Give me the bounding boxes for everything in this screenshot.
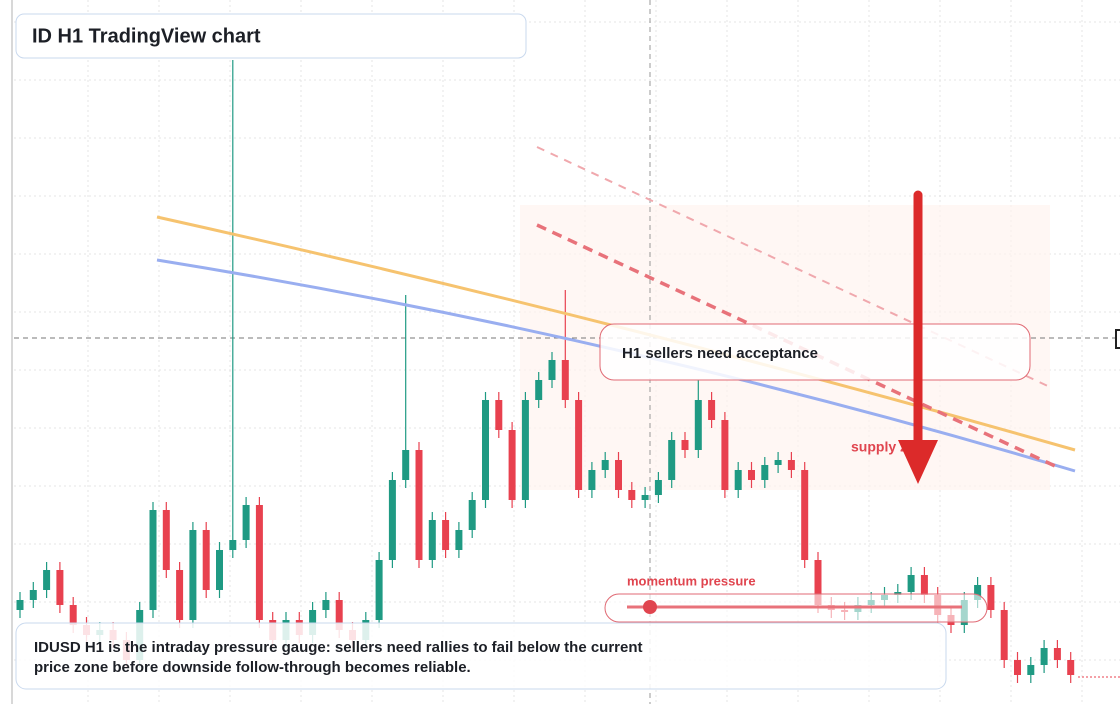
candle-body (388, 480, 396, 560)
candle-body (787, 460, 795, 470)
caption: IDUSD H1 is the intraday pressure gauge:… (34, 639, 643, 656)
candle-body (575, 400, 583, 490)
candle-body (149, 510, 157, 610)
candle-body (428, 520, 436, 560)
candle-body (335, 600, 343, 630)
candle-body (654, 480, 662, 495)
candle-body (774, 460, 782, 465)
chart-title: ID H1 TradingView chart (32, 25, 261, 47)
candle-body (1040, 648, 1048, 665)
candle-body (415, 450, 423, 560)
arrow-head (898, 440, 938, 484)
candle-body (43, 570, 51, 590)
candle-body (761, 465, 769, 480)
candle-body (229, 540, 237, 550)
candle-body (801, 470, 809, 560)
candle-body (641, 495, 649, 500)
candle-body (455, 530, 463, 550)
candle-body (588, 470, 596, 490)
candle-body (721, 420, 729, 490)
candle-body (1000, 610, 1008, 660)
caption-box (15, 622, 947, 690)
candle-body (176, 570, 184, 620)
candle-body (69, 605, 77, 625)
annotation: momentum pressure (627, 573, 756, 588)
candle-body (987, 585, 995, 610)
candle-body (708, 400, 716, 420)
candle-body (322, 600, 330, 610)
candle-body (694, 400, 702, 450)
candle-body (402, 450, 410, 480)
candle-body (681, 440, 689, 450)
caption: price zone before downside follow-throug… (34, 659, 471, 676)
candle-body (1027, 665, 1035, 675)
candle-body (814, 560, 822, 605)
candle-body (748, 470, 755, 480)
candle-body (162, 510, 170, 570)
candle-body (734, 470, 742, 490)
momentum-dot (643, 600, 657, 614)
candle-body (216, 550, 223, 590)
candle-body (615, 460, 622, 490)
candle-body (189, 530, 197, 620)
candle-body (482, 400, 489, 500)
dashed-channel-upper (536, 146, 1053, 389)
title-box (15, 13, 527, 59)
candle-body (548, 360, 556, 380)
candle-body (974, 585, 982, 600)
candle-body (668, 440, 676, 480)
candle-body (56, 570, 64, 605)
dashed-channel (536, 223, 1056, 468)
candle-body (1067, 660, 1075, 675)
candle-body (628, 490, 636, 500)
candle-body (1014, 660, 1021, 675)
candle-body (508, 430, 516, 500)
candle-body (242, 505, 250, 540)
candle-body (255, 505, 263, 620)
candle-body (16, 600, 24, 610)
candle-body (535, 380, 543, 400)
candle-body (907, 575, 915, 592)
candle-body (202, 530, 210, 590)
annotation: H1 sellers need acceptance (622, 345, 818, 362)
candle-body (601, 460, 609, 470)
candle-body (920, 575, 928, 595)
candle-body (561, 360, 569, 400)
candle-body (29, 590, 37, 600)
candle-body (1053, 648, 1061, 660)
edge-marker (1115, 329, 1120, 349)
candle-body (442, 520, 450, 550)
candle-body (495, 400, 503, 430)
candle-body (375, 560, 383, 620)
candle-body (521, 400, 529, 500)
candle-body (468, 500, 476, 530)
